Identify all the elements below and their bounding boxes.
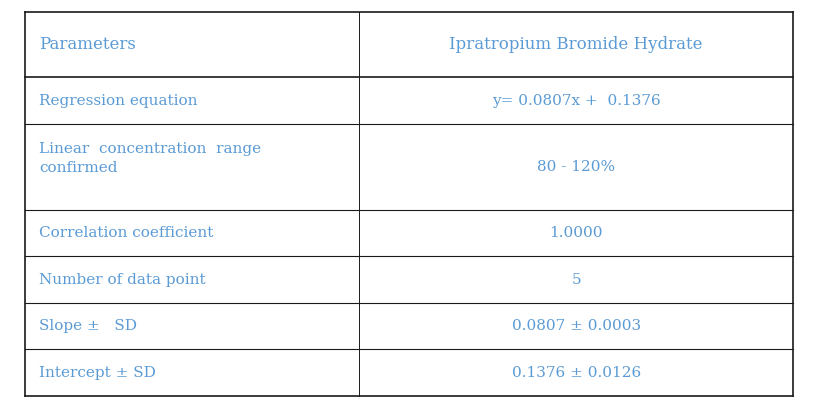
Text: 0.0807 ± 0.0003: 0.0807 ± 0.0003 xyxy=(512,319,640,333)
Text: 5: 5 xyxy=(572,273,581,286)
Text: 80 - 120%: 80 - 120% xyxy=(537,160,615,174)
Text: Parameters: Parameters xyxy=(39,36,136,53)
Text: Linear  concentration  range
confirmed: Linear concentration range confirmed xyxy=(39,142,262,175)
Text: Regression equation: Regression equation xyxy=(39,93,198,108)
Text: Intercept ± SD: Intercept ± SD xyxy=(39,366,156,379)
Text: Slope ±   SD: Slope ± SD xyxy=(39,319,137,333)
Text: y= 0.0807x +  0.1376: y= 0.0807x + 0.1376 xyxy=(492,93,661,108)
Text: 0.1376 ± 0.0126: 0.1376 ± 0.0126 xyxy=(511,366,640,379)
Text: 1.0000: 1.0000 xyxy=(550,226,603,240)
Text: Ipratropium Bromide Hydrate: Ipratropium Bromide Hydrate xyxy=(449,36,703,53)
Text: Number of data point: Number of data point xyxy=(39,273,206,286)
Text: Correlation coefficient: Correlation coefficient xyxy=(39,226,213,240)
